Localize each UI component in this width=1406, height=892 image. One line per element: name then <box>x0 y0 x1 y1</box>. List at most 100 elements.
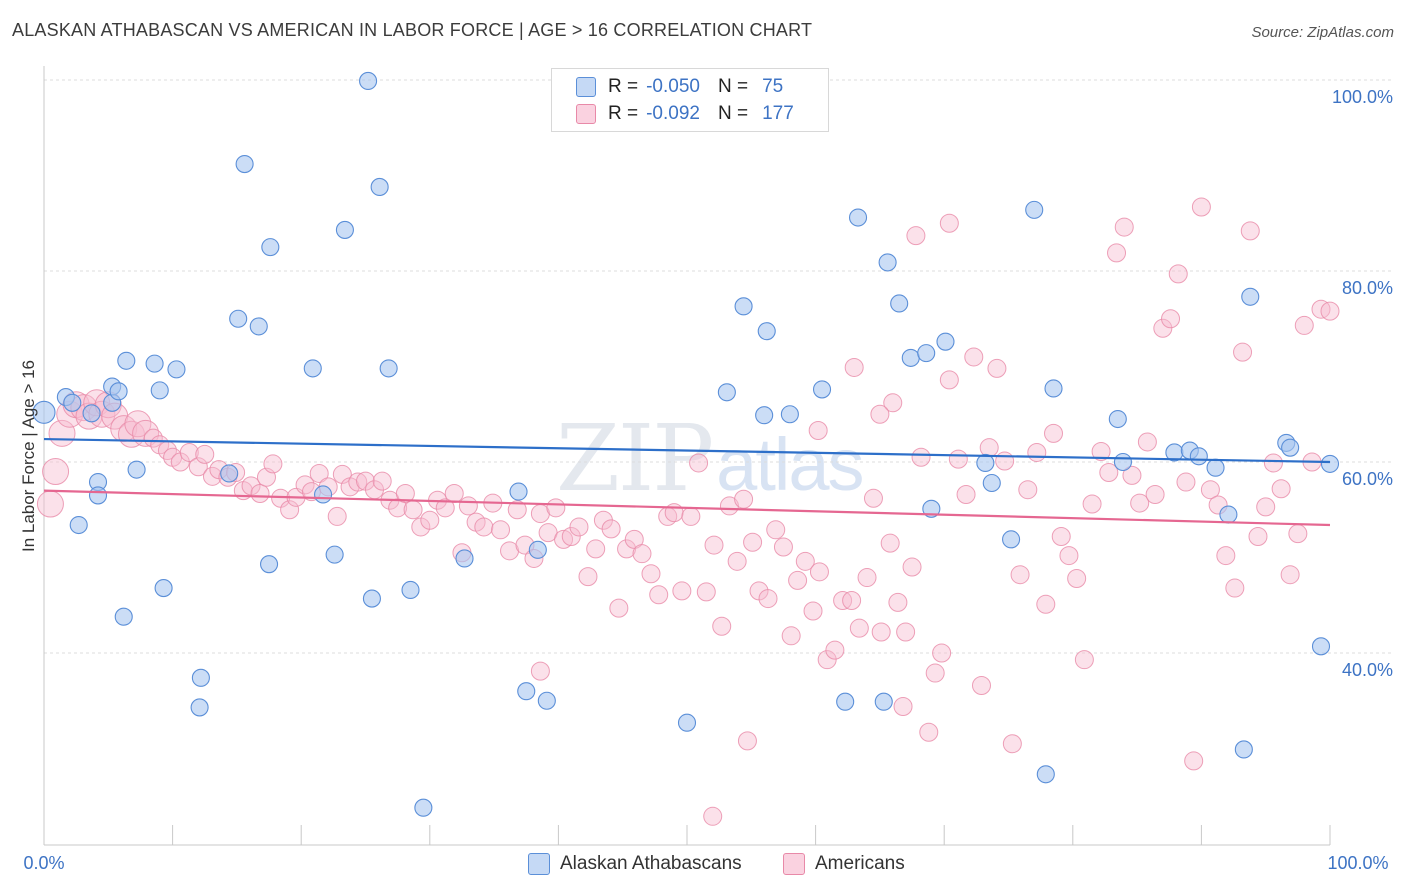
athabascan-point <box>145 354 164 373</box>
american-point <box>632 544 652 564</box>
american-point <box>979 438 999 458</box>
athabascan-point <box>1002 530 1021 549</box>
american-point <box>1294 315 1314 335</box>
athabascan-point <box>154 579 173 598</box>
american-point <box>948 449 968 469</box>
american-point <box>809 562 829 582</box>
american-point <box>395 484 415 504</box>
american-point <box>825 640 845 660</box>
american-point <box>601 519 621 539</box>
american-point <box>530 661 550 681</box>
american-point <box>309 463 329 483</box>
athabascan-point <box>537 691 556 710</box>
american-point <box>1091 441 1111 461</box>
athabascan-point <box>1241 287 1260 306</box>
american-point <box>1256 497 1276 517</box>
athabascan-point <box>848 208 868 227</box>
american-point <box>871 622 891 642</box>
american-point <box>372 471 392 491</box>
athabascan-point <box>874 692 893 711</box>
legend-n-label: N = <box>717 76 749 97</box>
american-point <box>857 568 877 588</box>
american-point <box>1168 264 1188 284</box>
american-point <box>188 457 208 477</box>
athabascan-point <box>335 220 354 239</box>
american-point <box>1130 493 1150 513</box>
athabascan-point <box>190 698 209 717</box>
athabascan-point <box>414 798 433 817</box>
american-point <box>554 529 574 549</box>
athabascan-point <box>509 482 528 501</box>
american-point <box>195 444 215 464</box>
source-label: Source: ZipAtlas.com <box>1251 24 1394 41</box>
american-point <box>672 581 692 601</box>
athabascan-point <box>401 580 420 600</box>
athabascan-point <box>734 297 753 316</box>
american-point <box>870 404 890 424</box>
american-point <box>1122 465 1142 485</box>
american-point <box>435 498 455 518</box>
american-point <box>1082 494 1102 514</box>
american-point <box>758 589 778 609</box>
american-point <box>1320 301 1340 321</box>
american-point <box>1271 479 1291 499</box>
american-point <box>1114 217 1134 237</box>
american-point <box>788 570 808 590</box>
legend-r-value: -0.092 <box>646 103 700 124</box>
american-point <box>808 420 828 440</box>
bottom-legend-label: Americans <box>815 853 905 874</box>
american-point <box>641 564 661 584</box>
american-point <box>1248 526 1268 546</box>
watermark: ZIPatlas <box>556 405 864 512</box>
athabascan-point <box>1113 452 1133 472</box>
american-point <box>781 626 801 646</box>
y-tick-label: 40.0% <box>1342 660 1393 680</box>
athabascan-point <box>836 692 855 711</box>
american-point <box>327 506 347 526</box>
athabascan-point <box>229 309 248 328</box>
athabascan-point <box>32 400 56 424</box>
x-tick-label-left: 0.0% <box>23 853 64 873</box>
american-point <box>1176 472 1196 492</box>
american-point <box>569 517 589 537</box>
american-point <box>995 451 1015 471</box>
athabascan-point <box>109 382 128 401</box>
athabascan-point <box>117 351 136 370</box>
athabascan-point <box>755 406 774 425</box>
athabascan-point <box>1025 200 1044 219</box>
american-point <box>403 500 423 520</box>
american-point <box>696 582 716 602</box>
athabascan-point <box>1189 447 1208 466</box>
american-point <box>1051 526 1071 546</box>
watermark-atlas: atlas <box>716 423 864 506</box>
athabascan-point <box>1108 409 1127 429</box>
american-point <box>1233 342 1253 362</box>
american-point <box>719 496 739 516</box>
american-point <box>1044 423 1064 443</box>
american-point <box>766 520 786 540</box>
american-point <box>795 551 815 571</box>
athabascan-point <box>901 348 920 367</box>
american-point <box>348 472 368 492</box>
american-point <box>939 370 959 390</box>
american-point <box>1240 221 1260 241</box>
correlation-legend: R = -0.050 N = 75 R = -0.092 N = 177 <box>551 68 829 132</box>
american-point <box>42 458 70 486</box>
athabascan-point <box>325 545 344 564</box>
american-point <box>124 410 152 438</box>
athabascan-point <box>528 540 547 559</box>
legend-swatch-pink <box>576 104 596 124</box>
american-point <box>1161 309 1181 329</box>
american-point <box>803 601 823 621</box>
y-tick-label: 100.0% <box>1332 87 1393 107</box>
athabascan-point <box>1036 765 1055 784</box>
bottom-legend-swatch-blue <box>528 853 550 875</box>
american-point <box>893 696 913 716</box>
american-point <box>689 453 709 473</box>
legend-n-value: 177 <box>762 103 794 124</box>
tick-labels: 40.0% 60.0% 80.0% 100.0% 0.0% 100.0% In Labor … <box>19 87 1393 873</box>
american-point <box>880 533 900 553</box>
athabascan-point <box>362 589 381 608</box>
american-point <box>712 616 732 636</box>
legend-n-value: 75 <box>762 76 784 97</box>
